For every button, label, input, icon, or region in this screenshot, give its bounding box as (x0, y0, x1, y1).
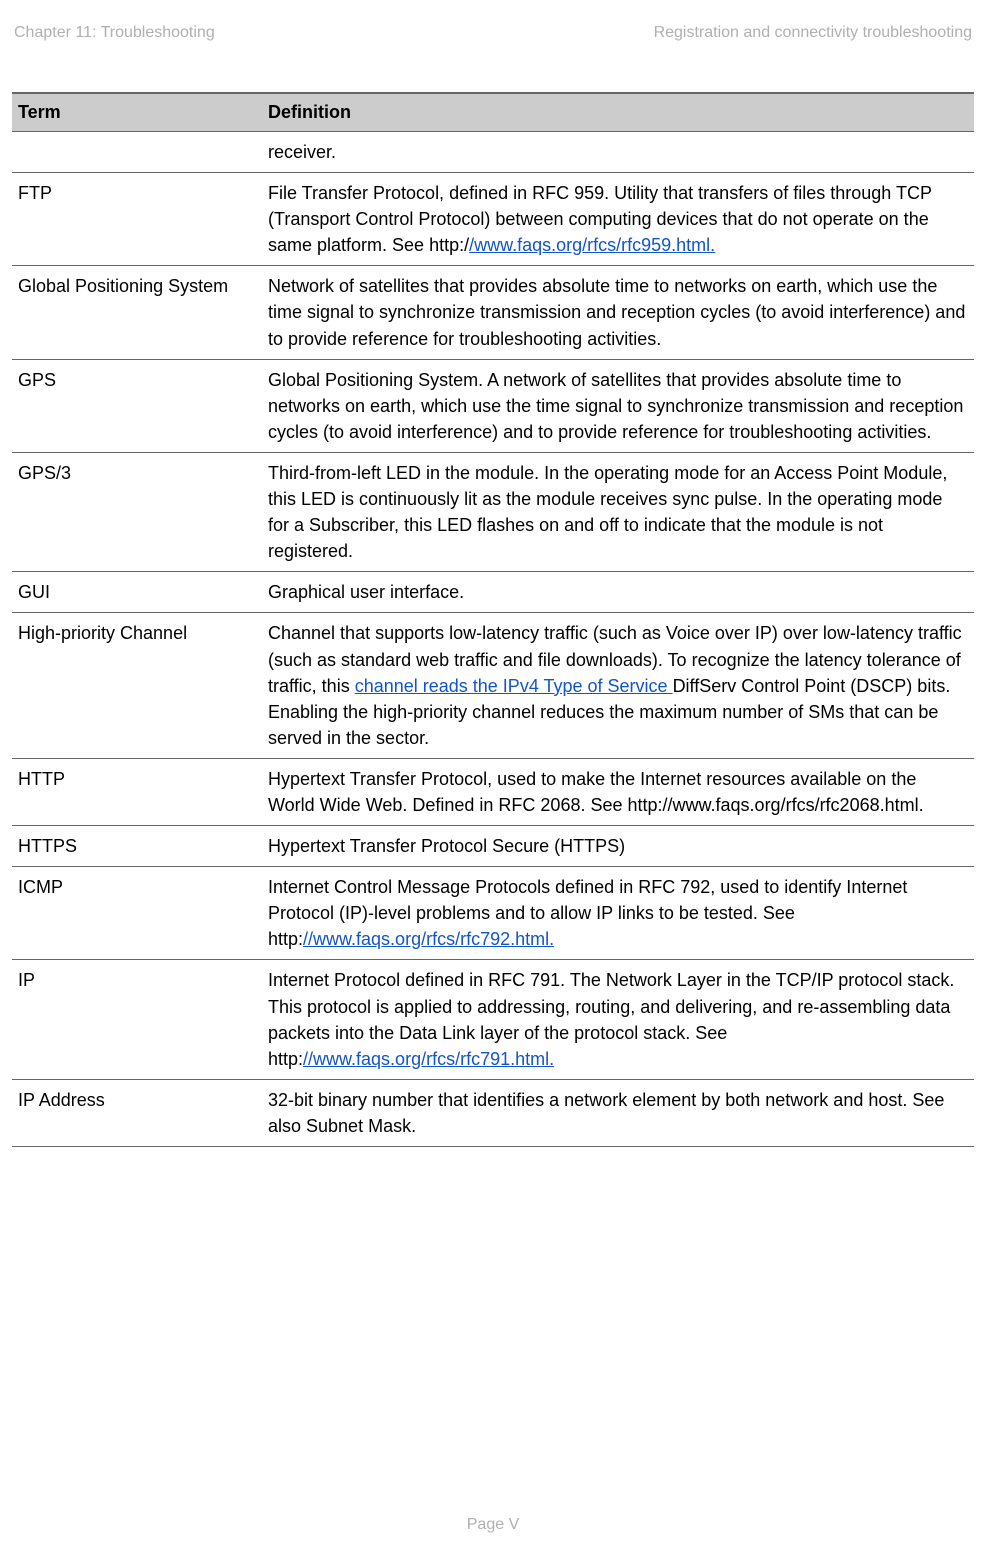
term-cell: GUI (12, 572, 262, 613)
definition-text: Hypertext Transfer Protocol Secure (HTTP… (268, 836, 625, 856)
definition-cell: Internet Control Message Protocols defin… (262, 867, 974, 960)
definition-cell: Network of satellites that provides abso… (262, 266, 974, 359)
table-row: Global Positioning SystemNetwork of sate… (12, 266, 974, 359)
table-row: IPInternet Protocol defined in RFC 791. … (12, 960, 974, 1079)
header-left: Chapter 11: Troubleshooting (14, 24, 215, 42)
definition-link[interactable]: //www.faqs.org/rfcs/rfc791.html. (303, 1049, 554, 1069)
page-footer: Page V (0, 1516, 986, 1534)
definition-cell: Hypertext Transfer Protocol, used to mak… (262, 758, 974, 825)
term-cell (12, 132, 262, 173)
definition-text: Network of satellites that provides abso… (268, 276, 965, 348)
column-header-definition: Definition (262, 93, 974, 132)
definition-link[interactable]: /www.faqs.org/rfcs/rfc959.html. (469, 235, 715, 255)
definition-text: Hypertext Transfer Protocol, used to mak… (268, 769, 924, 815)
definition-cell: Internet Protocol defined in RFC 791. Th… (262, 960, 974, 1079)
table-row: IP Address32-bit binary number that iden… (12, 1079, 974, 1146)
table-header-row: Term Definition (12, 93, 974, 132)
term-cell: ICMP (12, 867, 262, 960)
definition-cell: Hypertext Transfer Protocol Secure (HTTP… (262, 826, 974, 867)
definition-cell: receiver. (262, 132, 974, 173)
table-row: ICMPInternet Control Message Protocols d… (12, 867, 974, 960)
definition-text: Graphical user interface. (268, 582, 464, 602)
definition-text: Global Positioning System. A network of … (268, 370, 963, 442)
term-cell: GPS (12, 359, 262, 452)
table-row: receiver. (12, 132, 974, 173)
term-cell: High-priority Channel (12, 613, 262, 758)
definition-text: 32-bit binary number that identifies a n… (268, 1090, 944, 1136)
table-row: GUI Graphical user interface. (12, 572, 974, 613)
definition-cell: Global Positioning System. A network of … (262, 359, 974, 452)
term-cell: GPS/3 (12, 452, 262, 571)
table-row: High-priority ChannelChannel that suppor… (12, 613, 974, 758)
header-right: Registration and connectivity troublesho… (654, 24, 972, 42)
definition-cell: 32-bit binary number that identifies a n… (262, 1079, 974, 1146)
definition-cell: File Transfer Protocol, defined in RFC 9… (262, 173, 974, 266)
definition-link[interactable]: channel reads the IPv4 Type of Service (355, 676, 673, 696)
page-header: Chapter 11: Troubleshooting Registration… (12, 24, 974, 42)
column-header-term: Term (12, 93, 262, 132)
definition-cell: Channel that supports low-latency traffi… (262, 613, 974, 758)
definition-text: Third-from-left LED in the module. In th… (268, 463, 947, 561)
table-row: HTTPS Hypertext Transfer Protocol Secure … (12, 826, 974, 867)
glossary-table: Term Definition receiver. FTPFile Transfe… (12, 92, 974, 1147)
term-cell: HTTP (12, 758, 262, 825)
table-row: GPS/3Third-from-left LED in the module. … (12, 452, 974, 571)
definition-cell: Graphical user interface. (262, 572, 974, 613)
term-cell: IP (12, 960, 262, 1079)
term-cell: Global Positioning System (12, 266, 262, 359)
term-cell: HTTPS (12, 826, 262, 867)
definition-link[interactable]: //www.faqs.org/rfcs/rfc792.html. (303, 929, 554, 949)
table-row: HTTPHypertext Transfer Protocol, used to… (12, 758, 974, 825)
table-row: FTPFile Transfer Protocol, defined in RF… (12, 173, 974, 266)
definition-text: receiver. (268, 142, 336, 162)
definition-cell: Third-from-left LED in the module. In th… (262, 452, 974, 571)
table-row: GPSGlobal Positioning System. A network … (12, 359, 974, 452)
term-cell: IP Address (12, 1079, 262, 1146)
term-cell: FTP (12, 173, 262, 266)
